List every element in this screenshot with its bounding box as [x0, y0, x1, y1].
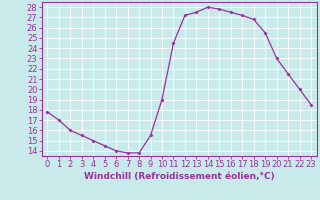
X-axis label: Windchill (Refroidissement éolien,°C): Windchill (Refroidissement éolien,°C): [84, 172, 275, 181]
